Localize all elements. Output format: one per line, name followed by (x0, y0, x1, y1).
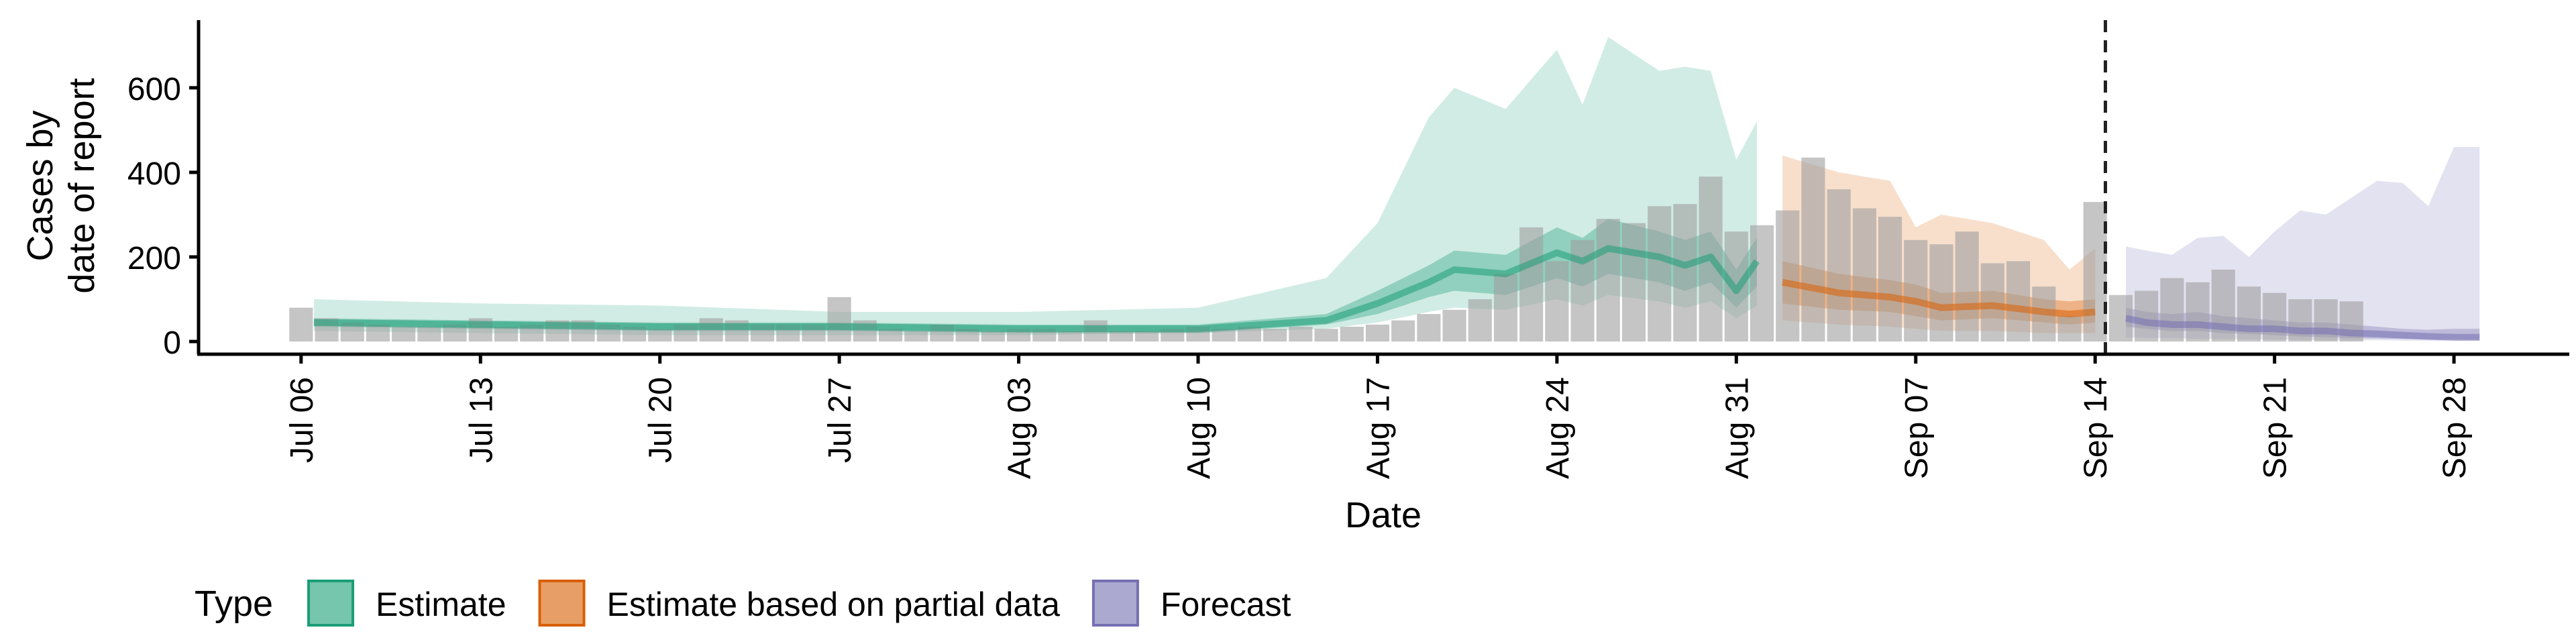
x-tick-label: Aug 17 (1360, 377, 1396, 479)
forecast-median-line (2125, 315, 2480, 341)
reported-cases-bar (1442, 309, 1466, 342)
x-tick-label: Jul 13 (464, 377, 499, 463)
estimate-based-on-partial-data-median-line (1782, 278, 2096, 318)
x-tick-label: Aug 03 (1002, 377, 1038, 479)
y-tick-label: 400 (127, 156, 181, 192)
reported-cases-bar (494, 327, 519, 342)
y-axis-title-line-2: date of report (62, 78, 102, 293)
y-tick-label: 600 (127, 72, 181, 107)
reported-cases-bar (2263, 292, 2287, 342)
reported-cases-bar (1417, 314, 1441, 342)
x-tick-label: Aug 10 (1181, 377, 1217, 479)
reported-cases-bar (1519, 227, 1544, 342)
reported-cases-bar (1801, 157, 1825, 342)
reported-cases-bar (1314, 329, 1338, 342)
reported-cases-bar (1545, 261, 1569, 342)
estimate-legend-label: Estimate (376, 586, 506, 623)
x-tick-label: Sep 21 (2258, 377, 2294, 479)
y-tick-label: 0 (163, 325, 181, 361)
estimate-inner-band (313, 219, 1757, 333)
reported-cases-bar (1135, 331, 1159, 342)
reported-cases-bar (289, 307, 313, 342)
reported-cases-bar (2186, 282, 2210, 342)
reported-cases-bar (2237, 286, 2261, 342)
forecast-legend-label: Forecast (1161, 586, 1291, 623)
reported-cases-bar (2314, 299, 2338, 342)
reported-cases-bar (1237, 327, 1261, 342)
x-axis-ticks: Jul 06 Jul 13 Jul 20 Jul 27 Aug 03 Aug 10 Aug … (284, 354, 2473, 479)
reported-cases-bar (417, 327, 441, 342)
reported-cases-bar (1109, 331, 1133, 342)
reported-cases-bar (1391, 320, 1415, 342)
y-axis-ticks: 0 200 400 600 (127, 72, 199, 361)
reported-cases-bar (1621, 223, 1646, 342)
reported-cases-bar (2057, 316, 2082, 342)
reported-cases-bar (1340, 327, 1364, 342)
reported-cases-bar (1289, 327, 1313, 342)
reported-cases-bar (366, 324, 390, 342)
reported-cases-bar (622, 327, 647, 342)
estimate-based-on-partial-data-legend-key (538, 580, 586, 627)
reported-cases-bar (2135, 290, 2159, 342)
reported-cases-bar (1212, 329, 1236, 342)
reported-cases-bar (853, 320, 877, 342)
forecast-legend-key (1091, 580, 1139, 627)
x-tick-label: Jul 20 (643, 377, 679, 463)
reported-cases-bars (289, 157, 2363, 342)
reported-cases-bar (392, 327, 416, 342)
reported-cases-bar (827, 297, 851, 342)
reported-cases-bar (648, 329, 672, 342)
reported-cases-bar (1058, 331, 1082, 342)
reported-cases-bar (1468, 299, 1492, 342)
reported-cases-bar (1904, 239, 1928, 342)
reported-cases-bar (1878, 217, 1902, 342)
reported-cases-bar (1673, 204, 1697, 342)
legend-title: Type (195, 584, 273, 624)
x-tick-label: Aug 24 (1540, 377, 1576, 479)
reported-cases-bar (2006, 261, 2031, 342)
reported-cases-bar (1596, 219, 1620, 342)
reported-cases-bar (1776, 210, 1800, 342)
reported-cases-bar (2160, 278, 2184, 342)
median-lines (313, 245, 2480, 341)
x-tick-label: Aug 31 (1719, 377, 1755, 479)
estimate-median-line (313, 245, 1760, 333)
reported-cases-bar (2288, 299, 2312, 342)
reported-cases-bar (904, 331, 928, 342)
reported-cases-bar (1852, 208, 1876, 342)
x-axis-title: Date (1345, 495, 1421, 535)
estimate-based-on-partial-data-legend-label: Estimate based on partial data (607, 586, 1061, 623)
estimate-legend-key (307, 580, 354, 627)
estimate-outer-band (313, 37, 1757, 335)
reported-cases-bar (1365, 324, 1390, 342)
reported-cases-bar (878, 329, 903, 342)
reported-cases-bar (981, 331, 1005, 342)
x-tick-label: Sep 28 (2437, 377, 2473, 479)
y-tick-label: 200 (127, 241, 181, 276)
reported-cases-bar (1493, 274, 1518, 342)
reported-cases-bar (2083, 202, 2107, 342)
reported-cases-bar (1929, 244, 1953, 342)
x-tick-label: Jul 27 (822, 377, 858, 463)
reported-cases-bar (1955, 231, 1979, 342)
x-tick-label: Sep 14 (2078, 377, 2114, 479)
reported-cases-bar (1750, 225, 1774, 342)
reported-cases-bar (1827, 189, 1851, 342)
y-axis-title-line-1: Cases by (20, 110, 60, 261)
reported-cases-bar (1648, 206, 1672, 342)
x-tick-label: Sep 07 (1899, 377, 1935, 479)
x-tick-label: Jul 06 (284, 377, 320, 463)
reported-cases-bar (955, 329, 979, 342)
reported-cases-bar (1263, 329, 1287, 342)
legend: Type Estimate Estimate based on partial d… (195, 580, 1291, 627)
